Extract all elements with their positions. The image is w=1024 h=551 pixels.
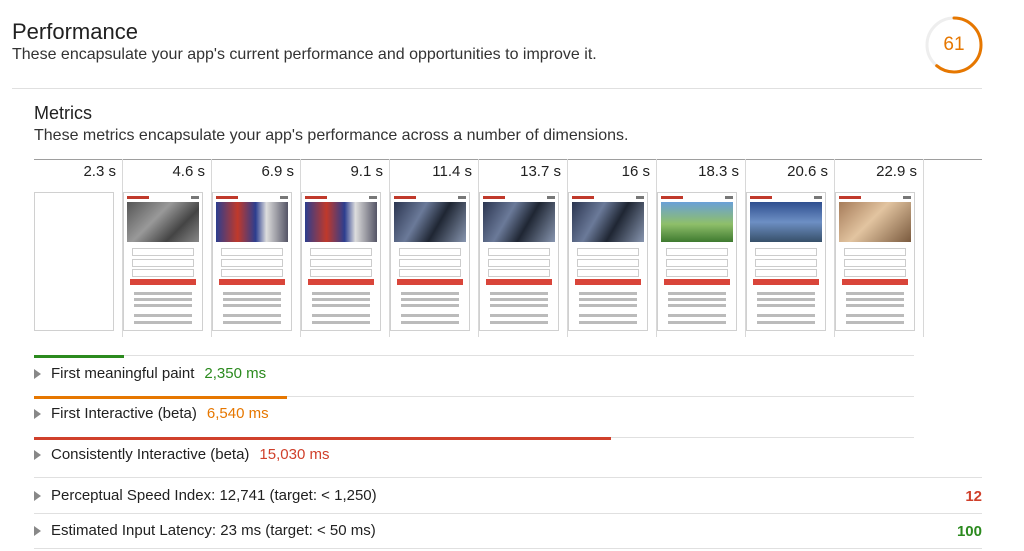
filmstrip-frame: 9.1 s xyxy=(301,159,390,337)
metric-timeline-bar xyxy=(34,355,124,358)
metric-label: First Interactive (beta) xyxy=(51,405,197,422)
frame-thumbnail xyxy=(746,192,826,331)
frame-thumbnail xyxy=(657,192,737,331)
filmstrip-frame: 18.3 s xyxy=(657,159,746,337)
filmstrip-frame: 2.3 s xyxy=(34,159,123,337)
metric-label: Estimated Input Latency: 23 ms (target: … xyxy=(51,522,376,539)
frame-thumbnail xyxy=(835,192,915,331)
filmstrip-frame: 11.4 s xyxy=(390,159,479,337)
expand-triangle-icon[interactable] xyxy=(34,369,41,379)
divider xyxy=(12,88,982,89)
filmstrip-frame: 16 s xyxy=(568,159,657,337)
expand-triangle-icon[interactable] xyxy=(34,450,41,460)
frame-thumbnail xyxy=(479,192,559,331)
frame-time: 11.4 s xyxy=(432,163,472,180)
metric-score: 12 xyxy=(965,488,982,505)
score-value: 61 xyxy=(943,34,965,55)
metric-label: First meaningful paint xyxy=(51,365,195,382)
row-divider xyxy=(34,513,982,514)
filmstrip-frame: 13.7 s xyxy=(479,159,568,337)
metrics-description: These metrics encapsulate your app's per… xyxy=(34,127,629,144)
score-gauge-ring xyxy=(925,16,983,74)
section-description: These encapsulate your app's current per… xyxy=(12,46,597,63)
frame-thumbnail xyxy=(301,192,381,331)
metric-row[interactable]: First Interactive (beta) 6,540 ms xyxy=(34,405,269,422)
frame-time: 6.9 s xyxy=(261,163,294,180)
section-title: Performance xyxy=(12,19,138,44)
frame-thumbnail xyxy=(568,192,648,331)
frame-time: 4.6 s xyxy=(172,163,205,180)
metric-value: 15,030 ms xyxy=(259,446,330,463)
frame-time: 2.3 s xyxy=(83,163,116,180)
score-gauge: 61 xyxy=(924,15,984,75)
frame-time: 9.1 s xyxy=(350,163,383,180)
metric-row[interactable]: Consistently Interactive (beta) 15,030 ms xyxy=(34,446,329,463)
frame-time: 20.6 s xyxy=(787,163,828,180)
row-divider xyxy=(34,477,982,478)
frame-thumbnail xyxy=(34,192,114,331)
filmstrip-axis xyxy=(34,159,982,160)
metrics-title: Metrics xyxy=(34,103,92,123)
frame-time: 16 s xyxy=(621,163,650,180)
metric-score: 100 xyxy=(956,523,982,540)
expand-triangle-icon[interactable] xyxy=(34,409,41,419)
metric-row[interactable]: Estimated Input Latency: 23 ms (target: … xyxy=(34,522,376,539)
filmstrip-frame: 6.9 s xyxy=(212,159,301,337)
expand-triangle-icon[interactable] xyxy=(34,526,41,536)
metric-row[interactable]: Perceptual Speed Index: 12,741 (target: … xyxy=(34,487,377,504)
filmstrip-frame: 20.6 s xyxy=(746,159,835,337)
row-divider xyxy=(34,355,914,356)
expand-triangle-icon[interactable] xyxy=(34,491,41,501)
metric-row[interactable]: First meaningful paint 2,350 ms xyxy=(34,365,266,382)
frame-thumbnail xyxy=(390,192,470,331)
frame-time: 13.7 s xyxy=(520,163,561,180)
row-divider xyxy=(34,396,914,397)
metric-label: Consistently Interactive (beta) xyxy=(51,446,250,463)
frame-time: 18.3 s xyxy=(698,163,739,180)
metric-label: Perceptual Speed Index: 12,741 (target: … xyxy=(51,487,377,504)
filmstrip-frame: 4.6 s xyxy=(123,159,212,337)
metric-value: 2,350 ms xyxy=(204,365,267,382)
frame-thumbnail xyxy=(123,192,203,331)
filmstrip-frame: 22.9 s xyxy=(835,159,924,337)
metric-value: 6,540 ms xyxy=(206,405,269,422)
frame-time: 22.9 s xyxy=(876,163,917,180)
frame-thumbnail xyxy=(212,192,292,331)
metric-timeline-bar xyxy=(34,396,287,399)
row-divider xyxy=(34,548,982,549)
metric-timeline-bar xyxy=(34,437,611,440)
